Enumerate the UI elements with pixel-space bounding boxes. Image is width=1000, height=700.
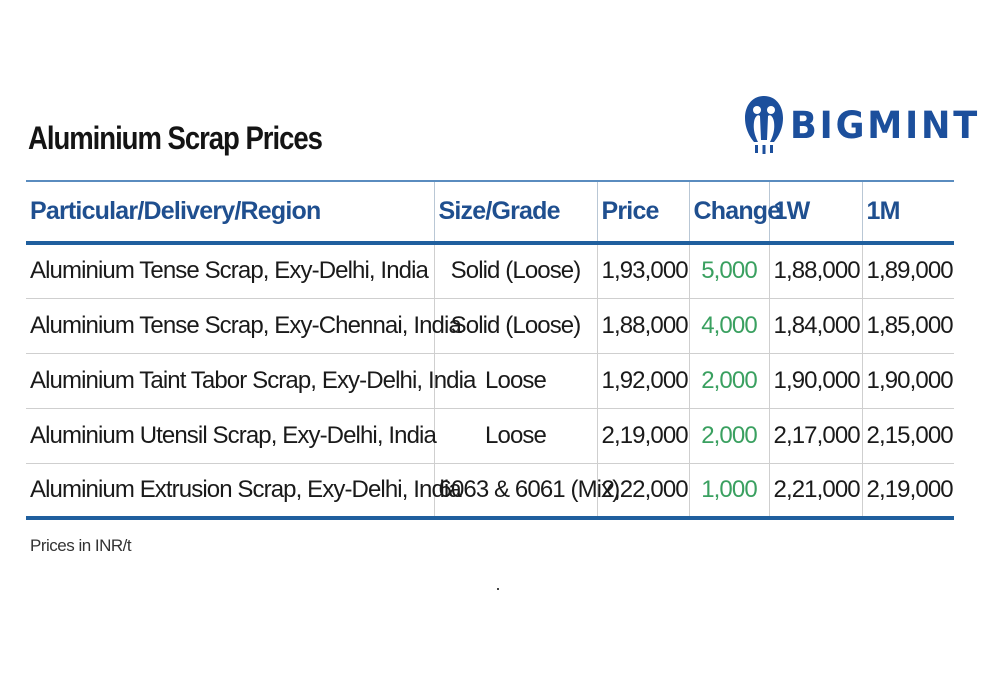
change-cell: 5,000 xyxy=(688,243,769,298)
price-cell: 1,88,000 xyxy=(596,298,689,353)
change-cell: 1,000 xyxy=(688,463,769,518)
particular-cell: Aluminium Extrusion Scrap, Exy-Delhi, In… xyxy=(30,475,462,503)
column-header-change: Change xyxy=(688,181,781,243)
particular-cell: Aluminium Taint Tabor Scrap, Exy-Delhi, … xyxy=(30,366,476,394)
price-cell: 1,93,000 xyxy=(596,243,689,298)
1w-cell: 2,17,000 xyxy=(768,408,862,463)
page-title: Aluminium Scrap Prices xyxy=(28,120,323,156)
table-row: Aluminium Tense Scrap, Exy-Delhi, India … xyxy=(26,243,954,298)
brand-logo: BIGMINT xyxy=(744,94,990,156)
particular-cell: Aluminium Tense Scrap, Exy-Delhi, India xyxy=(30,257,429,285)
change-cell: 2,000 xyxy=(688,408,769,463)
1m-cell: 1,90,000 xyxy=(861,353,954,408)
column-header-1w: 1W xyxy=(768,181,862,243)
table-row: Aluminium Tense Scrap, Exy-Chennai, Indi… xyxy=(26,298,954,353)
grade-cell: 6063 & 6061 (Mix) xyxy=(433,463,620,518)
table-header-row: Particular/Delivery/Region Size/Grade Pr… xyxy=(26,181,954,243)
particular-cell: Aluminium Tense Scrap, Exy-Chennai, Indi… xyxy=(30,311,462,339)
grade-cell: Loose xyxy=(433,353,597,408)
price-cell: 1,92,000 xyxy=(596,353,689,408)
1m-cell: 2,19,000 xyxy=(861,463,954,518)
column-header-particular: Particular/Delivery/Region xyxy=(30,197,321,225)
prices-table: Particular/Delivery/Region Size/Grade Pr… xyxy=(26,180,954,520)
logo-text: BIGMINT xyxy=(790,103,981,147)
grade-cell: Loose xyxy=(433,408,597,463)
table-row: Aluminium Taint Tabor Scrap, Exy-Delhi, … xyxy=(26,353,954,408)
1w-cell: 1,88,000 xyxy=(768,243,862,298)
change-cell: 4,000 xyxy=(688,298,769,353)
1w-cell: 2,21,000 xyxy=(768,463,862,518)
1m-cell: 2,15,000 xyxy=(861,408,954,463)
particular-cell: Aluminium Utensil Scrap, Exy-Delhi, Indi… xyxy=(30,421,437,449)
column-header-size-grade: Size/Grade xyxy=(433,181,597,243)
column-header-price: Price xyxy=(596,181,689,243)
grade-cell: Solid (Loose) xyxy=(433,243,597,298)
1m-cell: 1,89,000 xyxy=(861,243,954,298)
1w-cell: 1,84,000 xyxy=(768,298,862,353)
stray-dot xyxy=(497,588,499,590)
grade-cell: Solid (Loose) xyxy=(433,298,597,353)
column-header-1m: 1M xyxy=(861,181,954,243)
1m-cell: 1,85,000 xyxy=(861,298,954,353)
units-note: Prices in INR/t xyxy=(30,536,132,555)
1w-cell: 1,90,000 xyxy=(768,353,862,408)
bigmint-logo-icon xyxy=(745,96,783,154)
table-row: Aluminium Extrusion Scrap, Exy-Delhi, In… xyxy=(26,463,954,518)
table-row: Aluminium Utensil Scrap, Exy-Delhi, Indi… xyxy=(26,408,954,463)
price-cell: 2,22,000 xyxy=(596,463,689,518)
price-cell: 2,19,000 xyxy=(596,408,689,463)
change-cell: 2,000 xyxy=(688,353,769,408)
